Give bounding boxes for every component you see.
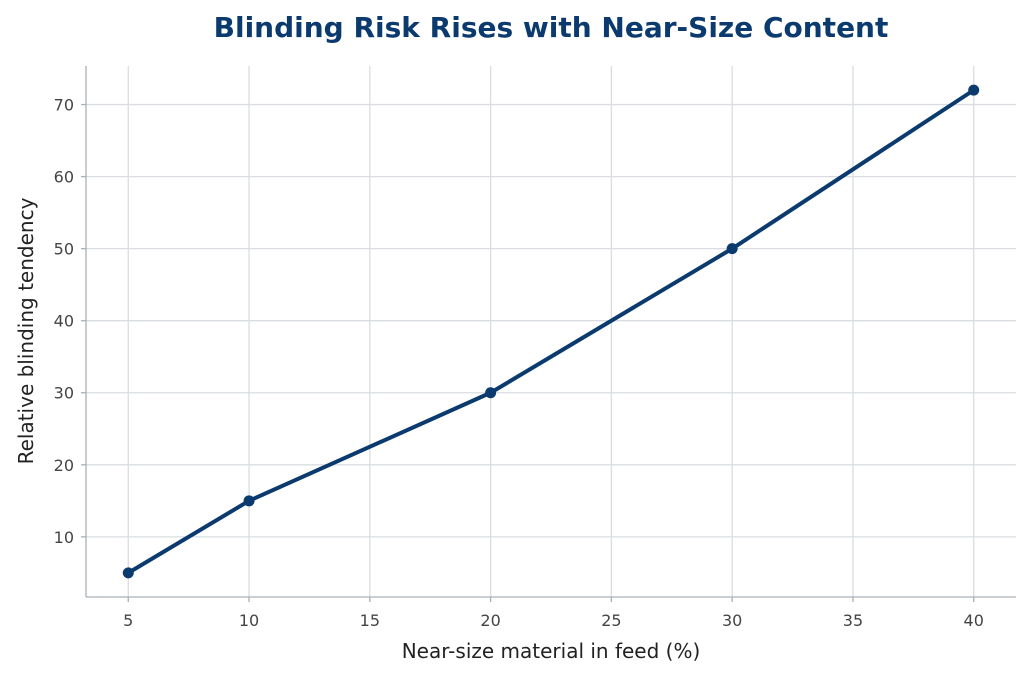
data-point-0 <box>122 567 134 579</box>
x-tick-label-3: 20 <box>480 611 500 630</box>
data-point-2 <box>485 387 497 399</box>
y-tick-label-6: 70 <box>54 96 74 115</box>
x-axis-label: Near-size material in feed (%) <box>402 639 701 663</box>
chart-title: Blinding Risk Rises with Near-Size Conte… <box>214 11 889 44</box>
x-tick-label-2: 15 <box>360 611 380 630</box>
x-tick-label-7: 40 <box>964 611 984 630</box>
data-point-4 <box>968 84 980 96</box>
y-tick-label-3: 40 <box>54 312 74 331</box>
x-tick-label-5: 30 <box>722 611 742 630</box>
data-point-1 <box>243 495 255 507</box>
series <box>122 84 980 579</box>
x-tick-label-6: 35 <box>843 611 863 630</box>
x-tick-label-4: 25 <box>601 611 621 630</box>
y-tick-label-5: 60 <box>54 168 74 187</box>
y-tick-label-1: 20 <box>54 456 74 475</box>
axes <box>85 66 1016 598</box>
x-tick-label-0: 5 <box>123 611 133 630</box>
x-axis-ticks: 5 10 15 20 25 30 35 40 <box>123 597 984 630</box>
y-axis-label: Relative blinding tendency <box>14 197 38 464</box>
x-tick-label-1: 10 <box>239 611 259 630</box>
y-tick-label-4: 50 <box>54 240 74 259</box>
data-point-3 <box>726 243 738 255</box>
grid <box>86 66 1016 597</box>
y-axis-ticks: 10 20 30 40 50 60 70 <box>54 96 86 547</box>
y-tick-label-0: 10 <box>54 528 74 547</box>
series-line-0 <box>126 88 976 575</box>
y-tick-label-2: 30 <box>54 384 74 403</box>
